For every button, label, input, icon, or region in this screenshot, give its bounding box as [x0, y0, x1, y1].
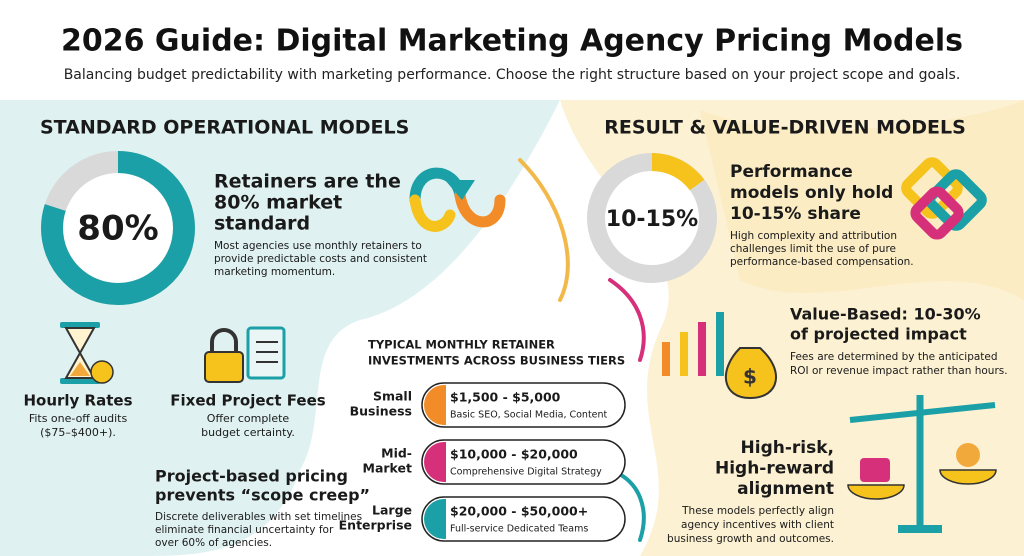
body-text: Fees are determined by the anticipated [790, 351, 998, 363]
section-headline: 80% market [214, 192, 342, 214]
tier-label: Small [373, 389, 412, 404]
tier-detail: Comprehensive Digital Strategy [450, 467, 602, 478]
body-text: eliminate financial uncertainty for [155, 524, 334, 536]
dollar-sign: $ [743, 365, 757, 389]
body-text: marketing momentum. [214, 266, 335, 278]
body-text: challenges limit the use of pure [730, 243, 896, 255]
donut-segment [41, 151, 195, 305]
tier-label: Mid- [381, 446, 412, 461]
card-title: alignment [737, 479, 834, 499]
section-heading: STANDARD OPERATIONAL MODELS [40, 117, 409, 139]
links-icon [901, 157, 987, 240]
body-text: budget certainty. [201, 426, 295, 439]
body-text: over 60% of agencies. [155, 537, 272, 549]
card-title: High-risk, [741, 438, 834, 458]
growth-icon: $ [662, 312, 777, 400]
body-text: ($75–$400+). [40, 426, 116, 439]
body-text: performance-based compensation. [730, 256, 914, 268]
scale-icon [847, 395, 997, 533]
body-text: Most agencies use monthly retainers to [214, 240, 422, 252]
tier-price: $20,000 - $50,000+ [450, 504, 588, 519]
tier-label: Market [363, 461, 412, 476]
card-title: Hourly Rates [23, 392, 132, 410]
section-headline: standard [214, 213, 310, 235]
card-title: Value-Based: 10-30% [790, 305, 981, 324]
body-text: Fits one-off audits [29, 412, 128, 425]
section-heading: RESULT & VALUE-DRIVEN MODELS [604, 117, 966, 139]
card-title: High-reward [715, 459, 834, 479]
body-text: ROI or revenue impact rather than hours. [790, 365, 1008, 377]
tier-pill [421, 439, 626, 485]
swoosh [608, 278, 646, 362]
card-title: Project-based pricing [155, 467, 348, 486]
tier-price: $1,500 - $5,000 [450, 390, 561, 405]
card-title: of projected impact [790, 325, 967, 344]
tiers-title: INVESTMENTS ACROSS BUSINESS TIERS [368, 354, 625, 368]
tier-accent [424, 442, 446, 482]
donut-label: 10-15% [606, 207, 698, 232]
body-text: Discrete deliverables with set timelines [155, 511, 362, 523]
tier-detail: Full-service Dedicated Teams [450, 524, 588, 535]
tier-accent [424, 385, 446, 425]
section-headline: Retainers are the [214, 171, 401, 193]
tier-pill [421, 382, 626, 428]
section-headline: 10-15% share [730, 204, 861, 224]
tier-pill [421, 496, 626, 542]
tier-label: Large [372, 503, 412, 518]
hourglass-icon [60, 322, 114, 384]
tier-price: $10,000 - $20,000 [450, 447, 578, 462]
body-text: business growth and outcomes. [667, 533, 834, 545]
body-text: High complexity and attribution [730, 230, 897, 242]
tier-detail: Basic SEO, Social Media, Content [450, 410, 608, 421]
tier-accent [424, 499, 446, 539]
body-text: Offer complete [207, 412, 290, 425]
body-text: These models perfectly align [681, 505, 834, 517]
tiers-title: TYPICAL MONTHLY RETAINER [368, 338, 555, 352]
section-headline: Performance [730, 162, 853, 182]
right-accent [700, 100, 1024, 300]
tier-label: Business [350, 404, 412, 419]
page-title: 2026 Guide: Digital Marketing Agency Pri… [61, 24, 963, 59]
body-text: provide predictable costs and consistent [214, 253, 427, 265]
section-headline: models only hold [730, 183, 893, 203]
donut-label: 80% [77, 209, 158, 249]
body-text: agency incentives with client [681, 519, 834, 531]
lock-clipboard-icon [204, 326, 286, 383]
donut-segment [651, 153, 705, 191]
card-title: prevents “scope creep” [155, 486, 370, 505]
card-title: Fixed Project Fees [170, 392, 325, 410]
page-subtitle: Balancing budget predictability with mar… [64, 67, 961, 83]
swoosh [518, 158, 570, 302]
cycle-icon [409, 167, 506, 232]
tier-label: Enterprise [339, 518, 412, 533]
